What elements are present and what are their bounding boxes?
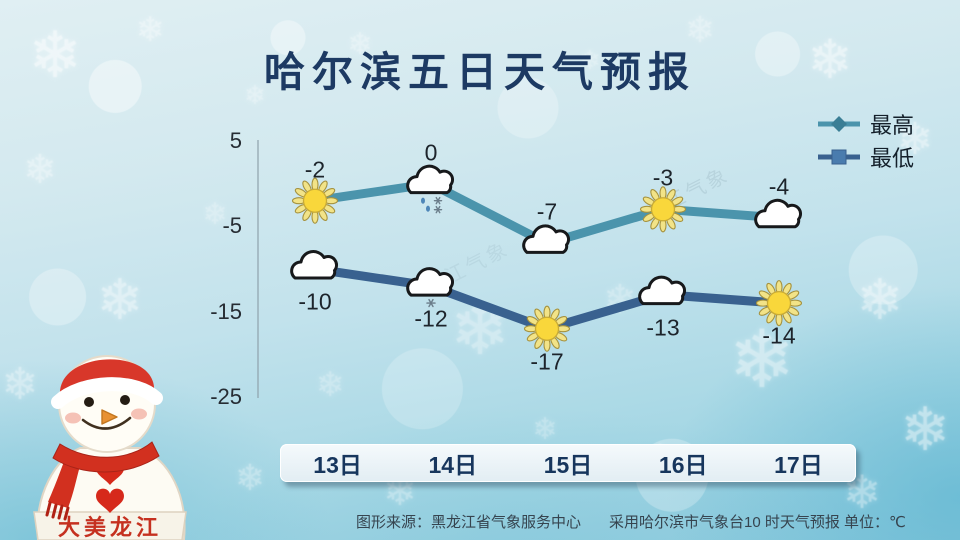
sunny-icon [291,177,339,224]
cheek-blush [131,408,147,420]
snowman-eye [120,395,130,405]
carrot-nose [101,409,118,425]
low-temp-value: -10 [298,288,332,315]
x-axis-day-bar: 13日 14日 15日 16日 17日 [280,444,856,482]
cloudy-icon [522,224,570,254]
sunny-icon [639,186,687,233]
y-tick-label: -5 [222,213,242,239]
cloudy-icon [638,275,686,306]
high-temp-value: -7 [536,198,558,225]
footer-credits: 图形来源：黑龙江省气象服务中心 采用哈尔滨市气象台10 时天气预报 单位：℃ [356,511,906,532]
note-text: 采用哈尔滨市气象台10 时天气预报 单位：℃ [609,514,906,531]
light-snow-icon [406,267,454,308]
y-tick-label: -25 [210,384,242,409]
sunny-icon [523,305,571,352]
chart-legend: 最高 最低 [816,112,914,178]
y-tick-label: 5 [229,128,242,153]
high-temp-value: 0 [424,139,438,166]
sunny-icon [755,280,803,327]
x-axis-label: 16日 [658,452,708,478]
scarf-fringe [45,501,70,521]
x-axis-label: 17日 [774,452,823,478]
scarf-tail [48,456,80,508]
scarf-band [52,441,160,473]
source-text: 图形来源：黑龙江省气象服务中心 [356,514,582,531]
y-tick-label: -15 [210,298,242,324]
low-temp-value: -14 [762,322,796,349]
low-temp-value: -13 [646,314,680,341]
sleet-icon [406,164,454,214]
page-title: 哈尔滨五日天气预报 [264,49,696,95]
snowman-illustration: 大美龙江 [33,355,187,540]
high-temp-value: -2 [304,156,326,183]
snowman-eye [84,397,94,407]
hat-fur-trim [51,377,163,409]
high-temp-value: -3 [652,164,674,191]
legend-item-low: 最低 [816,145,914,171]
x-axis-label: 14日 [428,452,478,478]
legend-low-label: 最低 [869,146,914,171]
low-series-marker-icon [817,149,860,165]
cheek-blush [65,412,81,424]
snowman-pedestal [33,511,187,540]
legend-item-high: 最高 [816,112,914,138]
high-series-marker-icon [817,116,860,132]
low-temp-value: -17 [530,348,564,375]
cloudy-icon [754,198,802,229]
x-axis-label: 15日 [543,452,593,478]
heart-icon [96,488,124,513]
cloudy-icon [290,250,338,280]
high-temp-value: -4 [768,173,790,200]
snowman-smile [81,416,132,430]
x-axis-label: 13日 [313,452,362,478]
legend-high-label: 最高 [869,113,914,138]
low-temp-value: -12 [414,305,448,332]
snowman-banner-text: 大美龙江 [58,515,162,540]
